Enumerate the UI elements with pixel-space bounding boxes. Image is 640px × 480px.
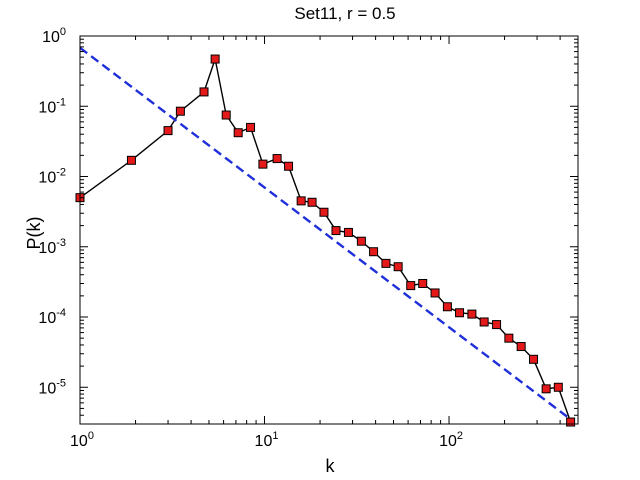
data-point-marker [430,288,440,298]
x-tick-label: 101 [255,430,279,450]
data-point-marker [529,354,539,364]
data-point-marker [516,342,526,352]
y-tick-label: 10-2 [38,167,66,187]
data-point-marker [319,207,329,217]
data-point-marker [406,281,416,291]
y-tick-label: 10-4 [38,307,66,327]
data-point-marker [233,128,243,138]
data-point-marker [492,320,502,330]
chart-title: Set11, r = 0.5 [294,4,395,23]
data-point-marker [455,308,465,318]
data-point-marker [418,278,428,288]
x-axis-label: k [326,456,336,476]
y-tick-label: 10-1 [38,96,66,116]
data-point-marker [221,110,231,120]
data-point-marker [307,197,317,207]
data-point-marker [566,417,576,427]
plot-area [80,36,578,424]
data-point-marker [553,382,563,392]
data-point-marker [296,196,306,206]
y-tick-label: 10-5 [38,377,66,397]
y-tick-label: 100 [42,26,66,46]
x-tick-label: 100 [70,430,94,450]
y-axis-label: P(k) [24,217,44,250]
data-point-marker [126,155,136,165]
plot-background [80,36,578,424]
data-point-marker [246,122,256,132]
data-point-marker [479,317,489,327]
y-tick-label: 10-3 [38,237,66,257]
data-point-marker [210,54,220,64]
data-point-marker [331,226,341,236]
data-point-marker [369,247,379,257]
data-point-marker [393,262,403,272]
data-point-marker [284,161,294,171]
data-point-marker [504,333,514,343]
data-point-marker [541,384,551,394]
data-point-marker [442,302,452,312]
x-tick-label: 102 [439,430,463,450]
power-law-fit-line [79,46,572,421]
data-point-marker [356,236,366,246]
axes-frame [79,35,579,425]
data-point-marker [163,126,173,136]
data-point-marker [258,159,268,169]
data-point-marker [175,106,185,116]
data-point-marker [199,87,209,97]
data-point-marker [343,227,353,237]
data-point-marker [381,258,391,268]
data-point-marker [467,309,477,319]
axes: 100 101 102 10-5 10-4 10-3 10-2 10-1 100 [38,26,579,450]
data-point-marker [272,154,282,164]
series-markers [75,54,576,427]
